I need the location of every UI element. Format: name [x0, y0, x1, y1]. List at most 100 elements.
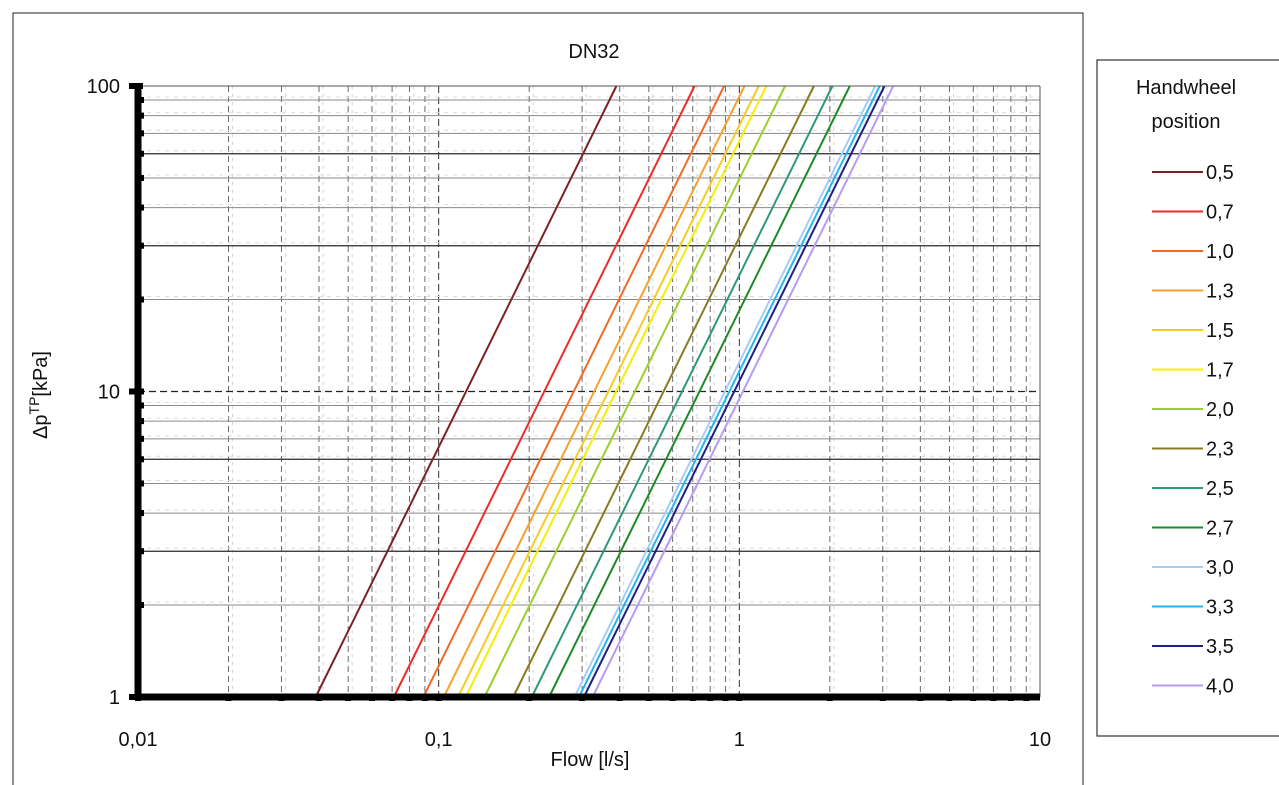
y-tick-mark — [136, 130, 144, 137]
legend-entry: 2,7 — [1152, 518, 1234, 540]
x-tick-mark — [990, 695, 997, 701]
legend-box — [1096, 59, 1279, 737]
x-tick-mark — [970, 695, 977, 701]
legend-entry: 1,7 — [1152, 360, 1234, 382]
legend-label: 3,5 — [1206, 636, 1234, 658]
legend-entry: 2,0 — [1152, 399, 1234, 421]
x-tick-mark — [645, 695, 652, 701]
x-tick-mark — [278, 695, 285, 701]
legend-label: 2,7 — [1206, 518, 1234, 540]
series-line-2-5 — [530, 85, 834, 698]
x-tick-mark — [421, 695, 428, 701]
y-axis-title-rest: [kPa] — [30, 351, 52, 397]
x-tick-mark — [435, 695, 442, 701]
x-tick-mark — [316, 695, 323, 701]
x-tick-mark — [946, 695, 953, 701]
x-tick-mark — [616, 695, 623, 701]
x-tick-mark — [1023, 695, 1030, 701]
x-tick-mark — [225, 695, 232, 701]
series-line-0-5 — [314, 85, 618, 698]
series-line-0-7 — [393, 85, 696, 698]
y-tick-mark — [136, 418, 144, 425]
axes — [129, 83, 1040, 701]
y-axis-title: ΔpTP[kPa] — [26, 351, 52, 439]
legend-label: 1,7 — [1206, 360, 1234, 382]
y-tick-mark — [136, 435, 144, 442]
x-tick-mark — [1007, 695, 1014, 701]
series-lines — [314, 85, 895, 698]
y-major-tick-mark — [129, 694, 143, 700]
x-tick-mark — [917, 695, 924, 701]
x-tick-label: 1 — [734, 729, 745, 751]
legend-label: 0,5 — [1206, 162, 1234, 184]
x-tick-mark — [669, 695, 676, 701]
legend-label: 3,3 — [1206, 597, 1234, 619]
legend-entry: 3,0 — [1152, 557, 1234, 579]
legend-entry: 0,5 — [1152, 162, 1234, 184]
x-tick-mark — [707, 695, 714, 701]
tick-labels: 0,01 0,1 1 10 1 10 100 — [87, 76, 1052, 751]
y-tick-mark — [136, 150, 144, 157]
y-tick-mark — [136, 510, 144, 517]
y-tick-mark — [136, 456, 144, 463]
legend-entry: 1,3 — [1152, 281, 1234, 303]
legend-label: 0,7 — [1206, 202, 1234, 224]
series-line-4-0 — [591, 85, 895, 698]
chart-title: DN32 — [568, 41, 619, 63]
y-tick-label: 10 — [98, 382, 120, 404]
legend-entry: 1,0 — [1152, 241, 1234, 263]
x-tick-mark — [689, 695, 696, 701]
x-axis-title: Flow [l/s] — [551, 749, 630, 771]
x-tick-label: 0,1 — [425, 729, 453, 751]
legend-label: 1,5 — [1206, 320, 1234, 342]
x-tick-label: 10 — [1029, 729, 1051, 751]
legend-label: 2,0 — [1206, 399, 1234, 421]
legend-label: 1,0 — [1206, 241, 1234, 263]
series-line-1-5 — [457, 85, 760, 698]
y-major-tick-mark — [129, 388, 143, 395]
legend-entry: 3,3 — [1152, 597, 1234, 619]
grid-lines — [138, 86, 1040, 697]
x-tick-mark — [345, 695, 352, 701]
x-tick-mark — [879, 695, 886, 701]
x-tick-mark — [526, 695, 533, 701]
legend-label: 1,3 — [1206, 281, 1234, 303]
series-line-3-0 — [573, 85, 877, 698]
legend: Handwheel position 0,5 0,7 1,0 1,3 1,5 1,7 2,0… — [1096, 59, 1279, 737]
y-tick-mark — [136, 602, 144, 609]
x-tick-mark — [389, 695, 396, 701]
legend-entry: 0,7 — [1152, 202, 1234, 224]
y-tick-mark — [136, 296, 144, 303]
y-tick-mark — [136, 204, 144, 211]
legend-entry: 2,5 — [1152, 478, 1234, 500]
series-line-3-3 — [578, 85, 881, 698]
y-tick-mark — [136, 96, 144, 103]
x-tick-mark — [736, 695, 743, 701]
x-tick-label: 0,01 — [119, 729, 158, 751]
y-major-tick-mark — [129, 83, 143, 89]
legend-entry: 1,5 — [1152, 320, 1234, 342]
legend-entry: 2,3 — [1152, 439, 1234, 461]
legend-label: 4,0 — [1206, 676, 1234, 698]
series-line-2-0 — [483, 85, 786, 698]
legend-label: 2,3 — [1206, 439, 1234, 461]
y-tick-label: 1 — [109, 687, 120, 709]
legend-title-line-1: Handwheel — [1136, 77, 1236, 99]
legend-entry: 4,0 — [1152, 676, 1234, 698]
y-tick-mark — [136, 174, 144, 181]
chart-border — [12, 12, 1084, 785]
x-tick-mark — [722, 695, 729, 701]
series-line-1-7 — [464, 85, 768, 698]
series-line-1-0 — [422, 85, 725, 698]
series-line-2-3 — [512, 85, 815, 698]
y-axis-title-base: Δp — [30, 414, 52, 438]
y-tick-mark — [136, 402, 144, 409]
series-line-3-5 — [583, 85, 886, 698]
y-tick-mark — [136, 112, 144, 119]
x-tick-mark — [579, 695, 586, 701]
x-tick-mark — [406, 695, 413, 701]
series-line-2-7 — [548, 85, 851, 698]
legend-label: 3,0 — [1206, 557, 1234, 579]
y-tick-mark — [136, 242, 144, 249]
legend-entries: 0,5 0,7 1,0 1,3 1,5 1,7 2,0 2,3 2,5 2,7 3,0 3,3 3,5 4… — [1152, 162, 1234, 698]
